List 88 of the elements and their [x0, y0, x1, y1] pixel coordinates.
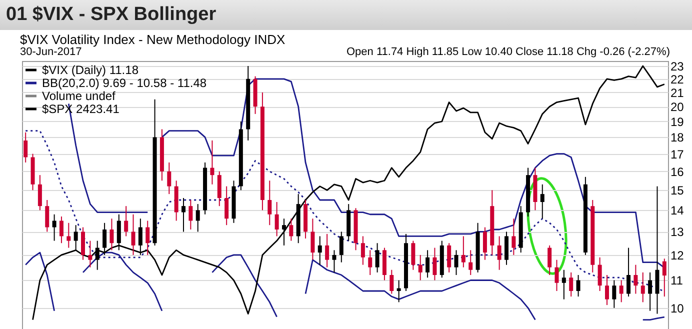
- candlestick: [655, 186, 660, 314]
- candlestick: [390, 269, 394, 294]
- candlestick: [52, 214, 56, 242]
- candlestick: [81, 226, 86, 260]
- candlestick: [59, 216, 64, 244]
- candlestick: [368, 250, 372, 276]
- candlestick: [482, 226, 487, 260]
- y-tick-label: 20: [670, 100, 684, 114]
- y-tick-label: 16: [670, 164, 684, 179]
- candlestick: [289, 218, 294, 242]
- candlestick: [562, 269, 566, 300]
- candlestick: [640, 272, 645, 303]
- candlestick: [74, 224, 78, 251]
- candlestick: [325, 233, 330, 268]
- y-tick-label: 23: [670, 60, 684, 74]
- y-tick-label: 19: [670, 115, 684, 129]
- candlestick: [310, 218, 315, 260]
- candlestick: [88, 240, 92, 268]
- candlestick: [182, 198, 186, 232]
- y-tick-label: 17: [670, 147, 684, 162]
- candlestick: [418, 254, 422, 281]
- candlestick: [454, 250, 458, 276]
- candlestick: [569, 272, 574, 298]
- y-tick-label: 22: [670, 72, 684, 86]
- candlestick: [274, 202, 279, 237]
- candlestick: [95, 240, 100, 270]
- candlestick: [411, 240, 416, 270]
- candlestick: [432, 247, 437, 281]
- candlestick: [210, 140, 214, 185]
- candlestick: [268, 180, 272, 226]
- candlestick: [461, 236, 466, 268]
- candlestick: [426, 250, 430, 278]
- candlestick: [24, 132, 28, 163]
- legend-label: BB(20,2.0) 9.69 - 10.58 - 11.48: [42, 76, 207, 90]
- legend-label: $VIX (Daily) 11.18: [42, 63, 139, 77]
- y-tick-label: 14: [670, 204, 684, 218]
- candlestick: [188, 200, 193, 230]
- candlestick: [110, 218, 114, 251]
- candlestick: [332, 250, 336, 273]
- y-tick-label: 10: [670, 301, 684, 316]
- candlestick: [45, 200, 50, 232]
- candlestick: [375, 242, 380, 273]
- candlestick: [396, 280, 401, 303]
- candlestick: [146, 220, 150, 256]
- candlestick: [447, 242, 452, 273]
- y-tick-label: 21: [670, 86, 684, 100]
- candlestick: [38, 174, 42, 211]
- candlestick: [102, 222, 107, 256]
- candlestick: [360, 236, 365, 266]
- y-tick-label: 11: [670, 274, 684, 288]
- candlestick: [224, 186, 229, 226]
- candlestick: [540, 184, 544, 220]
- candlestick: [217, 170, 222, 207]
- candlestick: [131, 214, 136, 256]
- y-tick-label: 15: [670, 184, 684, 198]
- candlestick: [662, 258, 666, 298]
- candlestick: [66, 222, 71, 248]
- y-tick-label: 12: [670, 248, 684, 262]
- candlestick: [138, 218, 142, 256]
- y-tick-label: 13: [670, 225, 684, 240]
- legend-label: Volume undef: [42, 89, 116, 103]
- candlestick: [634, 264, 638, 294]
- line-series: [32, 65, 666, 320]
- candlestick: [318, 236, 322, 266]
- candlestick: [619, 280, 624, 303]
- candlestick: [512, 218, 516, 256]
- candlestick: [548, 244, 552, 276]
- candlestick: [339, 231, 344, 263]
- candlestick: [626, 247, 631, 298]
- candlestick: [167, 162, 172, 195]
- candlestick: [604, 274, 609, 306]
- candlestick: [612, 280, 616, 308]
- candlestick: [598, 256, 602, 292]
- candlestick: [124, 206, 128, 237]
- candlestick: [576, 274, 580, 298]
- text: Open 11.74 High 11.85 Low 10.40 Close 11.18 Chg -0.26 (-2.27%): [346, 46, 670, 58]
- candlestick: [504, 231, 508, 266]
- candlestick: [554, 259, 559, 292]
- text: 30-Jun-2017: [20, 46, 82, 58]
- chart-subtitle: $VIX Volatility Index - New Methodology INDX: [20, 32, 286, 47]
- candlestick: [196, 204, 200, 232]
- candlestick: [116, 214, 121, 251]
- candlestick: [648, 272, 652, 312]
- chart-title: 01 $VIX - SPX Bollinger: [6, 4, 216, 26]
- candlestick: [468, 250, 473, 276]
- candlestick: [282, 218, 286, 246]
- y-tick-label: 18: [670, 130, 684, 145]
- candlestick: [497, 236, 502, 270]
